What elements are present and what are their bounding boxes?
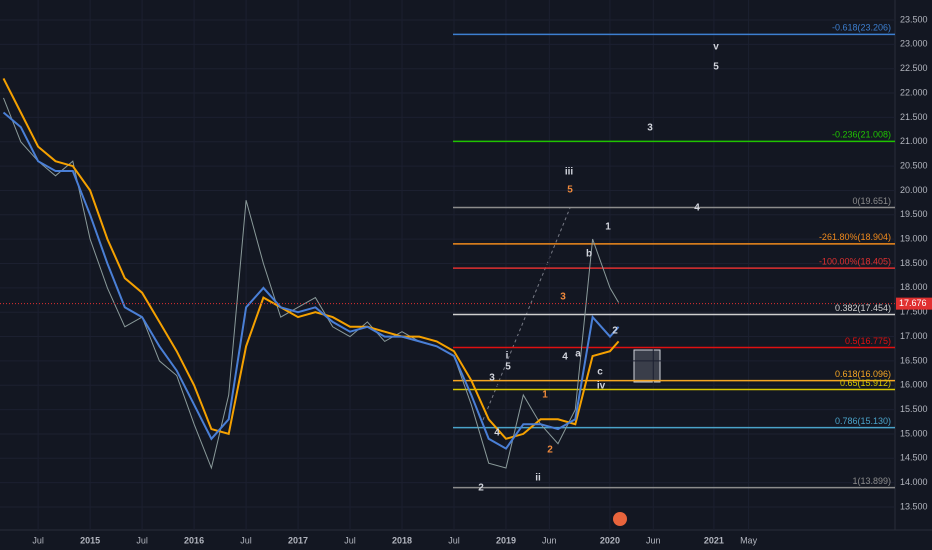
x-tick-label: 2017 <box>288 535 308 545</box>
wave-label: ii <box>535 473 541 484</box>
y-tick-label: 14.500 <box>900 453 928 463</box>
y-tick-label: 19.000 <box>900 234 928 244</box>
wave-label: iv <box>597 381 606 392</box>
x-tick-label: 2020 <box>600 535 620 545</box>
y-tick-label: 17.000 <box>900 331 928 341</box>
fib-label: -0.618(23.206) <box>832 23 891 33</box>
y-tick-label: 14.000 <box>900 477 928 487</box>
fib-label: 1(13.899) <box>852 476 891 486</box>
x-tick-label: 2016 <box>184 535 204 545</box>
fib-label: 0.618(16.096) <box>835 369 891 379</box>
wave-label: v <box>713 42 719 53</box>
event-icon <box>613 512 627 526</box>
wave-label: 1 <box>605 222 611 233</box>
fib-label: -0.236(21.008) <box>832 130 891 140</box>
target-box <box>633 349 661 383</box>
wave-label: 2 <box>478 483 484 494</box>
wave-label: i <box>506 351 509 362</box>
x-tick-label: 2019 <box>496 535 516 545</box>
wave-label: 4 <box>694 203 700 214</box>
price-tag <box>896 297 932 310</box>
wave-label: 3 <box>560 292 566 303</box>
y-tick-label: 23.000 <box>900 39 928 49</box>
wave-label: 5 <box>567 185 573 196</box>
fib-label: -100.00%(18.405) <box>819 257 891 267</box>
x-tick-label: 2018 <box>392 535 412 545</box>
y-tick-label: 15.500 <box>900 404 928 414</box>
y-tick-label: 20.000 <box>900 185 928 195</box>
x-tick-label: 2015 <box>80 535 100 545</box>
wave-label: 5 <box>505 362 511 373</box>
fib-label: -261.80%(18.904) <box>819 232 891 242</box>
wave-label: iii <box>565 167 574 178</box>
wave-label: 2 <box>547 445 553 456</box>
y-tick-label: 15.000 <box>900 428 928 438</box>
y-tick-label: 17.500 <box>900 307 928 317</box>
price-tag-label: 17.676 <box>899 298 927 308</box>
y-tick-label: 21.000 <box>900 136 928 146</box>
y-tick-label: 21.500 <box>900 112 928 122</box>
fib-label: 0.5(16.775) <box>845 336 891 346</box>
wave-label: a <box>575 349 581 360</box>
x-tick-label: Jul <box>240 535 252 545</box>
x-tick-label: Jul <box>448 535 460 545</box>
fib-label: 0.382(17.454) <box>835 303 891 313</box>
series-line <box>2 77 620 440</box>
wave-label: 3 <box>489 373 495 384</box>
y-tick-label: 23.500 <box>900 14 928 24</box>
wave-label: b <box>586 249 592 260</box>
wave-label: 3 <box>647 123 653 134</box>
y-tick-label: 19.500 <box>900 209 928 219</box>
x-tick-label: 2021 <box>704 535 724 545</box>
wave-label: 2 <box>612 326 618 337</box>
series-line <box>2 111 620 450</box>
fib-label: 0.786(15.130) <box>835 416 891 426</box>
y-tick-label: 16.000 <box>900 380 928 390</box>
x-tick-label: Jul <box>136 535 148 545</box>
x-tick-label: Jun <box>646 535 661 545</box>
y-tick-label: 18.500 <box>900 258 928 268</box>
wave-label: 1 <box>542 390 548 401</box>
y-tick-label: 16.500 <box>900 355 928 365</box>
y-tick-label: 18.000 <box>900 282 928 292</box>
wave-label: 5 <box>713 62 719 73</box>
series-line <box>3 97 620 470</box>
y-tick-label: 22.500 <box>900 63 928 73</box>
wave-label: c <box>597 367 603 378</box>
x-tick-label: Jun <box>542 535 557 545</box>
x-tick-label: Jul <box>344 535 356 545</box>
fib-label: 0(19.651) <box>852 196 891 206</box>
y-tick-label: 13.500 <box>900 501 928 511</box>
x-tick-label: May <box>740 535 758 545</box>
wave-label: 4 <box>562 352 568 363</box>
y-tick-label: 20.500 <box>900 160 928 170</box>
fib-label: 0.65(15.912) <box>840 378 891 388</box>
wave-label: 4 <box>494 428 500 439</box>
x-tick-label: Jul <box>32 535 44 545</box>
y-tick-label: 22.000 <box>900 87 928 97</box>
